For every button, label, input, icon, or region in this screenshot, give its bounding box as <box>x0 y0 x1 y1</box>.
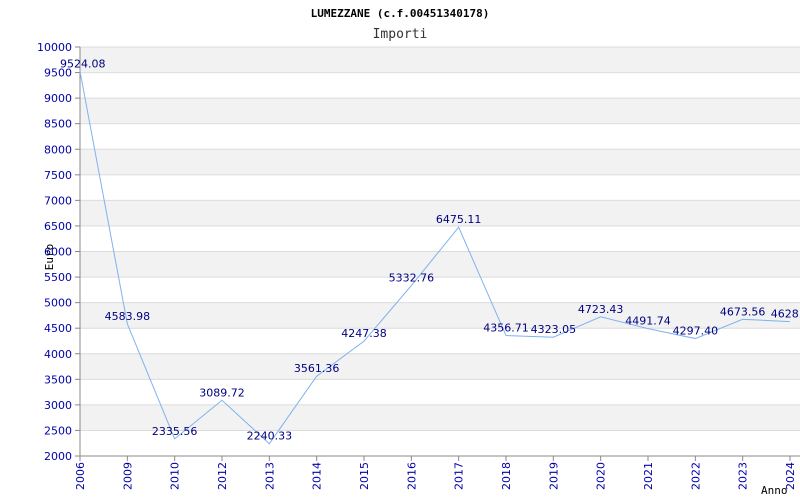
y-tick-label: 5500 <box>44 271 72 284</box>
y-tick-label: 6000 <box>44 246 72 259</box>
series-line <box>79 71 791 445</box>
y-tick-label: 5000 <box>44 297 72 310</box>
y-tick-label: 9000 <box>44 92 72 105</box>
x-tick-label: 2020 <box>595 462 608 490</box>
grid-band <box>80 47 800 73</box>
data-label: 4297.40 <box>673 325 719 338</box>
data-label: 4583.98 <box>105 310 151 323</box>
data-label: 4673.56 <box>720 305 766 318</box>
chart-title: LUMEZZANE (c.f.00451340178) <box>311 7 490 20</box>
y-tick-label: 8500 <box>44 118 72 131</box>
grid-lines <box>75 46 800 457</box>
y-tick-label: 7000 <box>44 194 72 207</box>
data-label: 5332.76 <box>389 272 435 285</box>
x-tick-label: 2022 <box>689 462 702 490</box>
grid-band <box>80 353 800 380</box>
y-tick-label: 3000 <box>44 399 72 412</box>
data-label: 2335.56 <box>152 425 198 438</box>
x-tick-label: 2019 <box>547 462 560 490</box>
data-label: 2240.33 <box>247 430 293 443</box>
y-tick-label: 2000 <box>44 450 72 463</box>
grid-band <box>80 251 800 278</box>
grid-bands <box>80 47 800 431</box>
x-tick-labels: 2006 2009 2010 2012 2013 2014 2015 2016 2017 2018… <box>74 456 797 490</box>
y-tick-label: 9500 <box>44 67 72 80</box>
data-label: 4323.05 <box>531 323 577 336</box>
y-tick-label: 7500 <box>44 169 72 182</box>
y-tick-label: 4000 <box>44 348 72 361</box>
data-label: 9524.08 <box>60 57 106 70</box>
x-tick-label: 2016 <box>405 462 418 490</box>
y-tick-label: 6500 <box>44 220 72 233</box>
data-labels: 9524.08 4583.98 2335.56 3089.72 2240.33 3561.… <box>60 57 800 442</box>
x-tick-label: 2024 <box>784 462 797 490</box>
data-label: 4628.9 <box>771 308 800 321</box>
y-tick-label: 8000 <box>44 143 72 156</box>
x-axis-label: Anno <box>761 484 788 497</box>
data-label: 3089.72 <box>199 386 245 399</box>
x-tick-label: 2017 <box>453 462 466 490</box>
x-tick-label: 2009 <box>121 462 134 490</box>
x-tick-label: 2014 <box>311 462 324 490</box>
y-tick-label: 4500 <box>44 322 72 335</box>
x-tick-label: 2012 <box>216 462 229 490</box>
data-label: 4247.38 <box>341 327 387 340</box>
grid-band <box>80 149 800 175</box>
y-tick-label: 10000 <box>37 41 72 54</box>
x-tick-label: 2010 <box>169 462 182 490</box>
y-tick-labels: 2000 2500 3000 3500 4000 4500 5000 5500 6000 6500… <box>37 41 72 463</box>
y-tick-label: 3500 <box>44 373 72 386</box>
data-label: 3561.36 <box>294 362 340 375</box>
grid-band <box>80 98 800 124</box>
y-axis-label: Euro <box>43 244 56 271</box>
grid-band <box>80 200 800 226</box>
x-tick-label: 2021 <box>642 462 655 490</box>
x-tick-label: 2015 <box>358 462 371 490</box>
data-label: 6475.11 <box>436 213 482 226</box>
data-label: 4356.71 <box>483 322 529 335</box>
x-tick-label: 2023 <box>737 462 750 490</box>
x-tick-label: 2018 <box>500 462 513 490</box>
grid-band <box>80 302 800 329</box>
x-tick-label: 2013 <box>263 462 276 490</box>
y-tick-label: 2500 <box>44 424 72 437</box>
data-label: 4491.74 <box>625 315 671 328</box>
data-label: 4723.43 <box>578 303 624 316</box>
chart-subtitle: Importi <box>373 27 428 42</box>
x-tick-label: 2006 <box>74 462 87 490</box>
